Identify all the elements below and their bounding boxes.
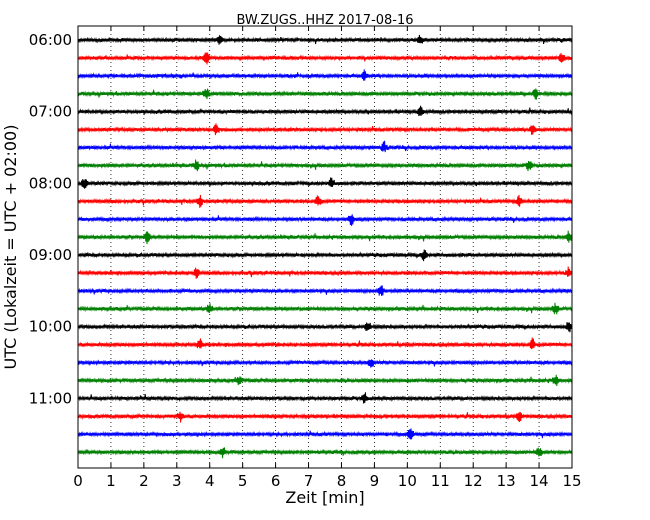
seismic-trace-1115 [77,411,573,423]
y-axis-label: UTC (Lokalzeit = UTC + 02:00) [1,125,20,370]
seismic-trace-0700 [77,105,573,117]
seismic-trace-0930 [77,285,573,296]
seismic-trace-0630 [77,69,573,81]
seismic-trace-1145 [77,447,573,459]
y-tick-label: 10:00 [29,318,72,336]
x-tick-label: 10 [398,472,417,490]
x-tick-label: 13 [497,472,516,490]
seismic-trace-0745 [77,159,573,172]
x-tick-label: 14 [530,472,549,490]
x-tick-label: 2 [139,472,149,490]
seismic-trace-1000 [77,322,573,333]
traces [77,34,573,459]
seismic-trace-1030 [77,359,573,368]
seismic-trace-0600 [77,34,573,45]
x-tick-label: 15 [562,472,581,490]
seismic-trace-0615 [77,52,573,65]
seismic-trace-1045 [77,374,573,387]
x-tick-label: 4 [205,472,215,490]
x-tick-label: 9 [370,472,380,490]
y-tick-label: 06:00 [29,31,72,49]
seismic-trace-0845 [77,230,573,245]
x-tick-label: 3 [172,472,182,490]
x-tick-label: 1 [106,472,116,490]
x-tick-label: 0 [73,472,83,490]
y-axis: 06:00 07:00 08:00 09:00 10:00 11:00 [29,31,572,407]
x-tick-label: 8 [337,472,347,490]
plot-frame [77,25,573,469]
x-tick-label: 12 [464,472,483,490]
chart-title: BW.ZUGS..HHZ 2017-08-16 [236,13,413,28]
seismic-trace-0815 [77,194,573,208]
x-tick-label: 11 [431,472,450,490]
seismic-trace-0730 [77,140,573,153]
x-tick-label: 7 [304,472,314,490]
seismic-trace-1015 [77,337,573,350]
seismic-trace-0645 [77,88,573,100]
seismic-trace-0945 [77,302,573,315]
y-tick-label: 08:00 [29,174,72,192]
seismic-trace-0900 [77,249,573,262]
seismic-trace-0915 [77,266,573,279]
x-axis: 0 1 2 3 4 5 6 7 8 9 10 11 12 13 14 15 [73,26,582,490]
x-axis-label: Zeit [min] [285,488,364,507]
x-tick-label: 5 [238,472,248,490]
seismic-trace-1130 [77,428,573,440]
y-tick-label: 11:00 [29,389,72,407]
x-gridlines [110,26,540,468]
seismic-trace-0800 [77,177,573,189]
y-tick-label: 09:00 [29,246,72,264]
y-tick-label: 07:00 [29,103,72,121]
x-tick-label: 6 [271,472,281,490]
seismic-trace-0830 [77,214,573,226]
seismic-trace-0715 [77,123,573,136]
seismic-trace-1100 [77,392,573,404]
